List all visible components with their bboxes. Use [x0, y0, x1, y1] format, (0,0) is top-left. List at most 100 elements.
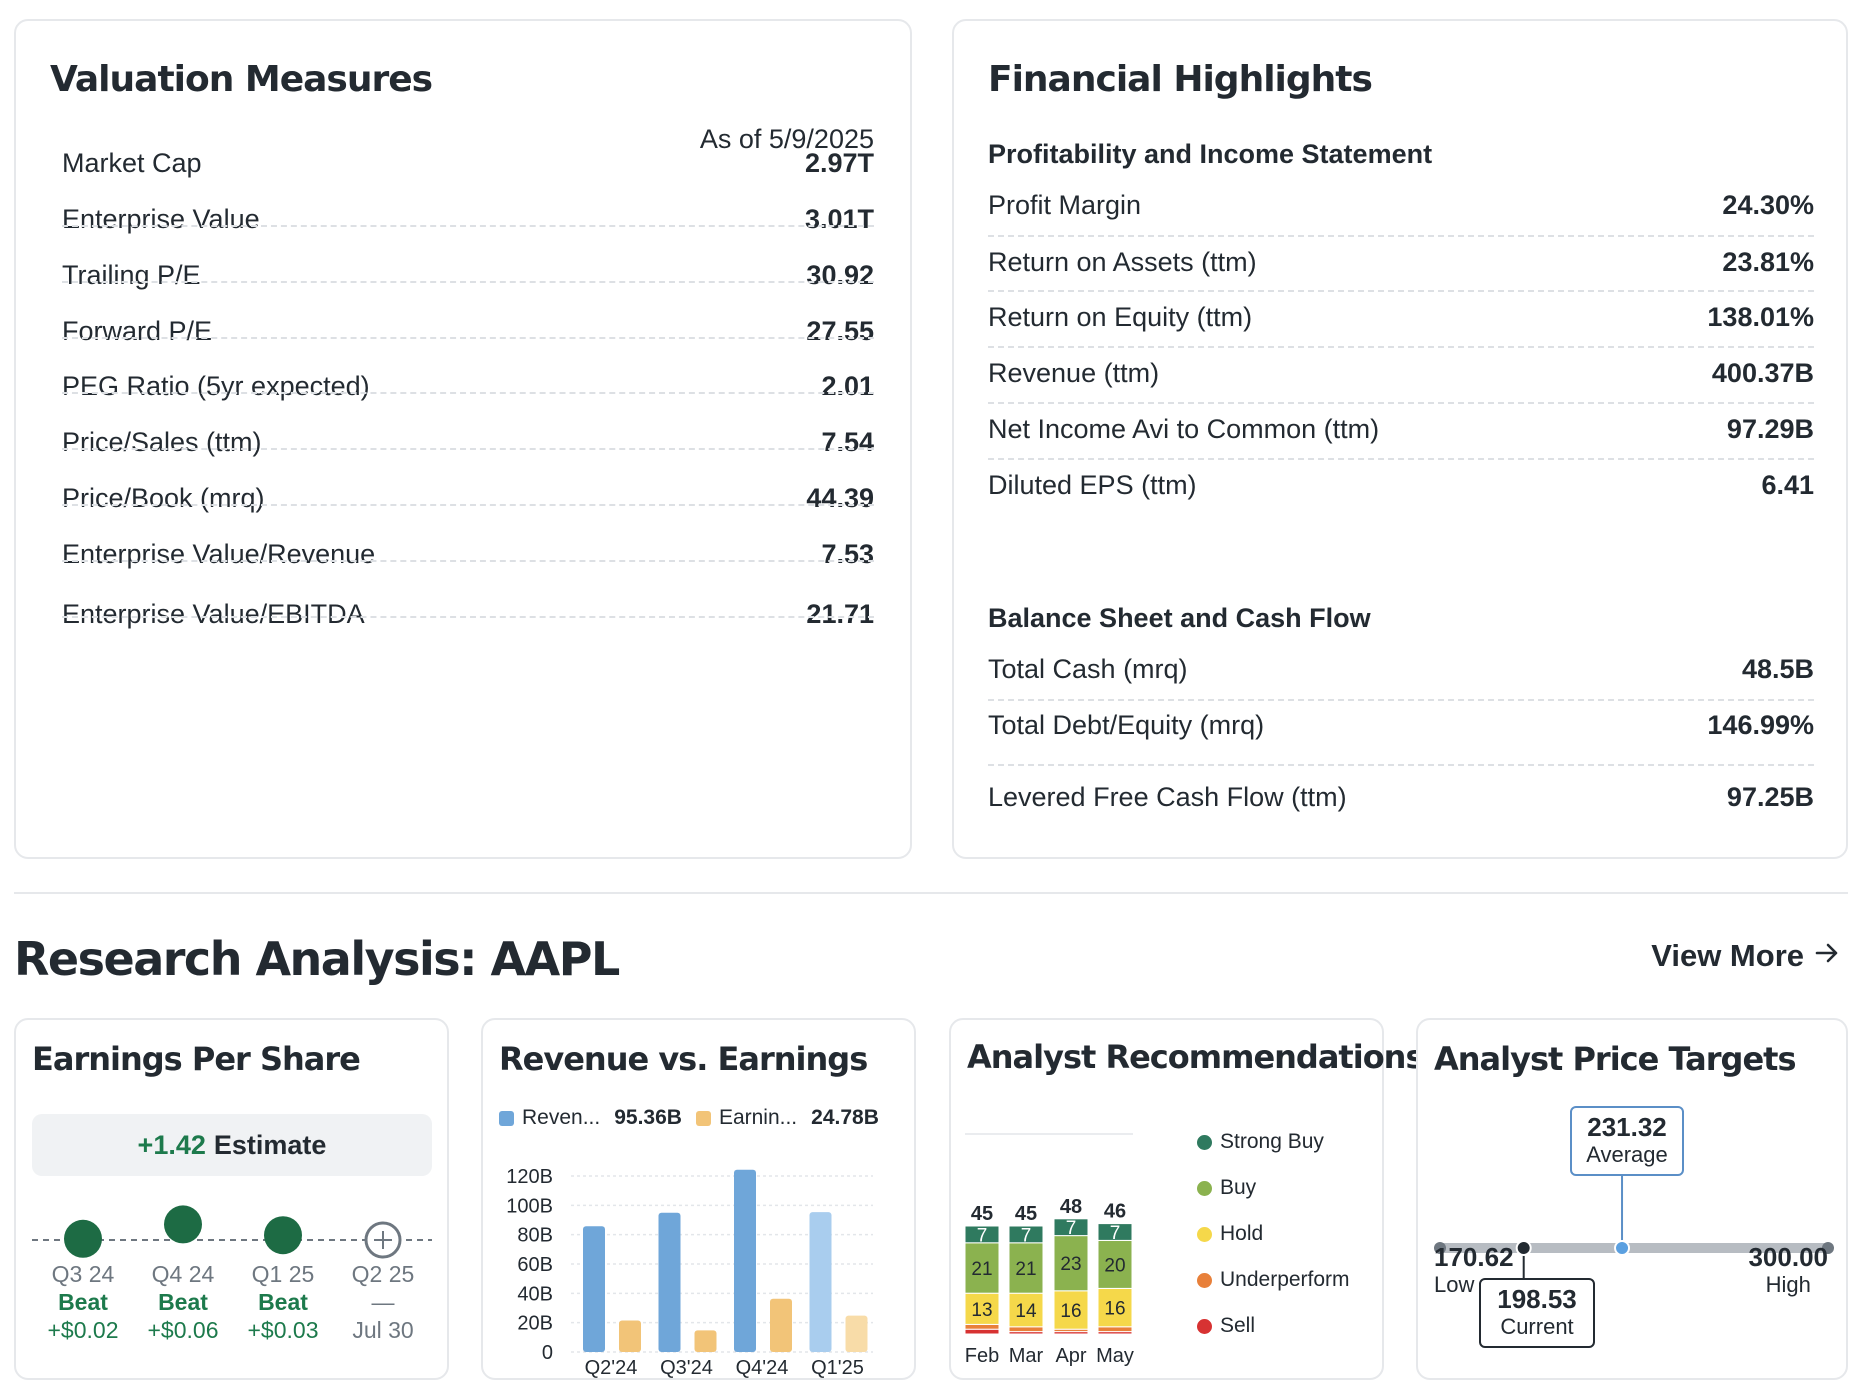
rec-segment — [964, 1328, 1000, 1335]
view-more-link[interactable]: View More — [1651, 938, 1840, 974]
eps-chart — [32, 1205, 432, 1259]
current-price-label: Current — [1500, 1314, 1574, 1339]
profitability-row: Return on Equity (ttm) 138.01% — [988, 297, 1814, 337]
rec-total-label: 45 — [971, 1203, 993, 1225]
rec-segment-label: 7 — [1110, 1223, 1121, 1244]
eps-estimate-label: Estimate — [213, 1129, 327, 1160]
rec-segment — [1097, 1223, 1133, 1241]
price-targets-title: Analyst Price Targets — [1434, 1040, 1796, 1078]
revenue-earnings-card[interactable]: Revenue vs. Earnings Reven... 95.36B Ear… — [481, 1018, 916, 1380]
profitability-label: Return on Assets (ttm) — [988, 246, 1257, 277]
eps-estimate-box: +1.42 Estimate — [32, 1114, 432, 1176]
view-more-label: View More — [1651, 938, 1804, 973]
low-target-value: 170.62 — [1434, 1242, 1514, 1272]
row-divider — [62, 225, 874, 227]
valuation-label: Price/Book (mrq) — [62, 482, 265, 513]
rec-legend-item: Underperform — [1197, 1268, 1350, 1292]
eps-surprise: +$0.02 — [47, 1317, 119, 1343]
valuation-value: 2.01 — [821, 370, 874, 401]
rec-segment — [1053, 1218, 1089, 1237]
eps-quarter-label: Q4 24 — [151, 1261, 215, 1287]
valuation-value: 30.92 — [806, 259, 874, 290]
eps-quarter: Q2 25— Jul 30 — [333, 1260, 433, 1344]
low-target: 170.62 Low — [1434, 1242, 1514, 1298]
valuation-label: Enterprise Value/Revenue — [62, 538, 376, 569]
balance-row: Levered Free Cash Flow (ttm) 97.25B — [988, 777, 1814, 817]
valuation-label: PEG Ratio (5yr expected) — [62, 370, 370, 401]
rec-segment — [964, 1323, 1000, 1330]
y-tick-label: 100B — [506, 1195, 553, 1217]
profitability-label: Net Income Avi to Common (ttm) — [988, 413, 1380, 444]
rec-segment-label: 13 — [971, 1300, 992, 1321]
y-tick-label: 60B — [517, 1254, 553, 1276]
rec-segment-label: 16 — [1060, 1301, 1081, 1322]
valuation-value: 3.01T — [804, 203, 874, 234]
rec-legend-item: Hold — [1197, 1222, 1263, 1246]
row-divider — [62, 337, 874, 339]
legend-dot-icon — [1197, 1226, 1212, 1242]
revenue-legend-value: 95.36B — [614, 1106, 682, 1129]
low-target-label: Low — [1434, 1272, 1475, 1297]
rec-segment-label: 16 — [1104, 1299, 1125, 1320]
high-target-value: 300.00 — [1748, 1242, 1828, 1272]
valuation-title: Valuation Measures — [50, 59, 433, 100]
analyst-recommendations-card[interactable]: Analyst Recommendations 13 21 7 45 Feb 14 21 7 4… — [949, 1018, 1424, 1380]
valuation-row: Price/Sales (ttm) 7.54 — [62, 422, 874, 462]
rec-segment-label: 21 — [1015, 1259, 1036, 1280]
earnings-bar — [619, 1320, 641, 1352]
rec-segment-label: 23 — [1060, 1254, 1081, 1275]
revenue-bar — [658, 1212, 681, 1352]
revenue-earnings-legend: Reven... 95.36B Earnin... 24.78B — [499, 1106, 893, 1130]
eps-card[interactable]: Earnings Per Share +1.42 Estimate Q3 24 B… — [14, 1018, 449, 1380]
rec-legend-label: Hold — [1220, 1222, 1264, 1245]
current-price-box: 198.53 Current — [1479, 1278, 1595, 1348]
valuation-label: Enterprise Value/EBITDA — [62, 598, 365, 629]
rec-segment — [1097, 1239, 1133, 1289]
earnings-bar — [694, 1330, 717, 1352]
balance-heading: Balance Sheet and Cash Flow — [988, 603, 1371, 633]
rec-segment — [1053, 1235, 1089, 1292]
rec-legend-label: Sell — [1220, 1314, 1256, 1337]
eps-upcoming-icon — [364, 1221, 402, 1259]
profitability-label: Return on Equity (ttm) — [988, 301, 1253, 332]
profitability-label: Diluted EPS (ttm) — [988, 469, 1197, 500]
eps-title: Earnings Per Share — [32, 1040, 361, 1078]
row-divider — [62, 448, 874, 450]
valuation-label: Market Cap — [62, 147, 202, 178]
balance-label: Total Cash (mrq) — [988, 653, 1188, 684]
price-targets-card[interactable]: Analyst Price Targets 231.32 Average 170… — [1416, 1018, 1848, 1380]
revenue-legend-label: Reven... — [522, 1106, 601, 1129]
y-tick-label: 20B — [517, 1313, 553, 1335]
eps-surprise: +$0.03 — [247, 1317, 319, 1343]
row-divider — [988, 402, 1814, 404]
profitability-value: 6.41 — [1761, 469, 1814, 500]
eps-surprise: +$0.06 — [147, 1317, 219, 1343]
revenue-earnings-chart: 0 20B 40B 60B 80B 100B 120B Q2'24 Q3'24 Q4'24 Q1'2… — [506, 1166, 873, 1379]
profitability-label: Revenue (ttm) — [988, 357, 1160, 388]
rec-segment — [1008, 1326, 1044, 1333]
x-tick-label: Q2'24 — [585, 1357, 638, 1379]
profitability-label: Profit Margin — [988, 189, 1142, 220]
rec-segment — [1097, 1326, 1133, 1333]
balance-label: Total Debt/Equity (mrq) — [988, 709, 1265, 740]
earnings-legend-label: Earnin... — [718, 1106, 798, 1129]
rec-legend-label: Underperform — [1220, 1268, 1350, 1291]
balance-row: Total Cash (mrq) 48.5B — [988, 649, 1814, 689]
valuation-row: Enterprise Value/Revenue 7.53 — [62, 534, 874, 574]
valuation-value: 2.97T — [804, 147, 874, 178]
rec-segment — [1008, 1225, 1044, 1244]
row-divider — [988, 235, 1814, 237]
rec-total-label: 48 — [1060, 1196, 1082, 1218]
balance-value: 97.25B — [1726, 781, 1814, 812]
row-divider — [988, 458, 1814, 460]
row-divider — [988, 346, 1814, 348]
eps-beat-dot — [264, 1216, 302, 1255]
rec-segment — [964, 1225, 1000, 1244]
balance-row: Total Debt/Equity (mrq) 146.99% — [988, 705, 1814, 745]
research-title: Research Analysis: AAPL — [14, 932, 620, 986]
valuation-row: Market Cap 2.97T — [62, 143, 874, 183]
average-target-box: 231.32 Average — [1570, 1106, 1684, 1176]
valuation-row: Trailing P/E 30.92 — [62, 255, 874, 295]
profitability-value: 400.37B — [1711, 357, 1814, 388]
valuation-label: Enterprise Value — [62, 203, 260, 234]
